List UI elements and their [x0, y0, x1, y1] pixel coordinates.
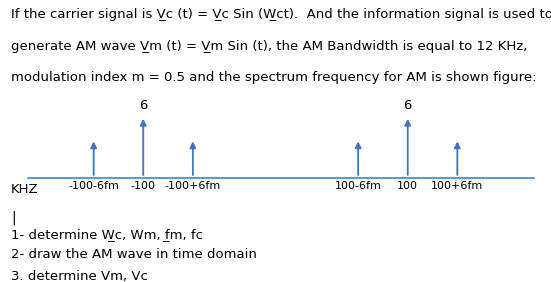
Text: If the carrier signal is V̲c (t) = V̲c Sin (W̲ct).  And the information signal i: If the carrier signal is V̲c (t) = V̲c S… [11, 8, 551, 21]
Text: -100+6fm: -100+6fm [165, 182, 221, 191]
Text: 3. determine V̲m, V̲c: 3. determine V̲m, V̲c [11, 269, 148, 282]
Text: -100-6fm: -100-6fm [68, 182, 119, 191]
Text: modulation index m = 0.5 and the spectrum frequency for AM is shown figure:: modulation index m = 0.5 and the spectru… [11, 71, 537, 84]
Text: 6: 6 [139, 99, 148, 112]
Text: 100+6fm: 100+6fm [431, 182, 483, 191]
Text: KHZ: KHZ [11, 183, 39, 196]
Text: 100: 100 [397, 182, 418, 191]
Text: -100: -100 [131, 182, 156, 191]
Text: 6: 6 [403, 99, 412, 112]
Text: |: | [11, 211, 15, 225]
Text: 100-6fm: 100-6fm [334, 182, 382, 191]
Text: 2- draw the AM wave in time domain: 2- draw the AM wave in time domain [11, 248, 257, 261]
Text: generate AM wave V̲m (t) = V̲m Sin (t), the AM Bandwidth is equal to 12 KHz,: generate AM wave V̲m (t) = V̲m Sin (t), … [11, 40, 527, 53]
Text: 1- determine W̲c, Wm, f̲m, fc: 1- determine W̲c, Wm, f̲m, fc [11, 228, 203, 241]
